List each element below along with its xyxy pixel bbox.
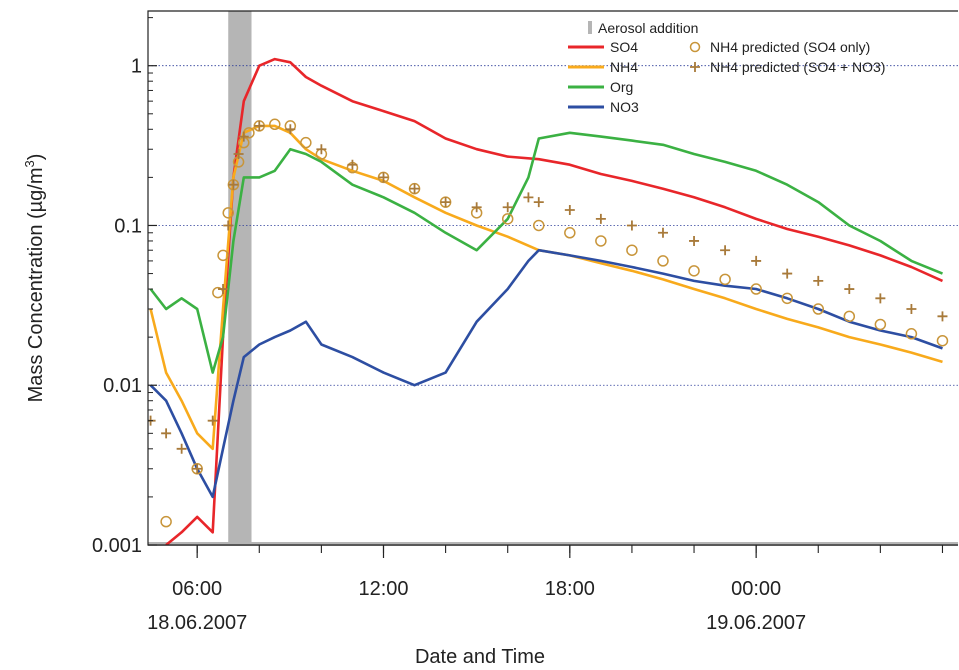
point-nh4-predicted-so4-only <box>843 310 856 323</box>
y-tick-label: 0.01 <box>103 375 142 397</box>
point-nh4-predicted-so4-only <box>936 334 949 347</box>
point-nh4-predicted-so4-no3 <box>564 204 575 215</box>
point-nh4-predicted-so4-no3 <box>316 144 327 155</box>
legend-swatch-nh4-predicted-so4-no3 <box>690 62 700 72</box>
point-nh4-predicted-so4-only <box>626 244 638 256</box>
point-nh4-predicted-so4-no3 <box>875 293 886 304</box>
point-nh4-predicted-so4-no3 <box>440 197 451 208</box>
point-nh4-predicted-so4-only <box>269 118 281 131</box>
point-nh4-predicted-so4-no3 <box>844 284 855 295</box>
point-nh4-predicted-so4-only <box>501 213 514 225</box>
point-nh4-predicted-so4-only <box>217 249 229 262</box>
x-date-label: 18.06.2007 <box>147 612 247 634</box>
point-nh4-predicted-so4-no3 <box>657 227 668 238</box>
point-nh4-predicted-so4-no3 <box>523 192 534 203</box>
point-nh4-predicted-so4-only <box>300 136 312 149</box>
point-nh4-predicted-so4-no3 <box>906 304 917 315</box>
point-nh4-predicted-so4-no3 <box>228 179 239 190</box>
point-nh4-predicted-so4-no3 <box>233 149 244 160</box>
legend-label-aerosol-addition: Aerosol addition <box>598 20 698 36</box>
point-nh4-predicted-so4-no3 <box>378 172 389 183</box>
point-nh4-predicted-so4-no3 <box>813 275 824 286</box>
x-tick-label: 18:00 <box>545 578 595 600</box>
y-tick-label: 0.001 <box>92 535 142 557</box>
legend-swatch-aerosol-addition <box>588 21 592 34</box>
point-nh4-predicted-so4-only <box>595 235 607 247</box>
point-nh4-predicted-so4-no3 <box>751 255 762 266</box>
point-nh4-predicted-so4-no3 <box>161 428 172 439</box>
aerosol-addition-band <box>228 11 252 545</box>
point-nh4-predicted-so4-only <box>222 207 234 219</box>
point-nh4-predicted-so4-no3 <box>937 311 948 322</box>
point-nh4-predicted-so4-only <box>160 515 172 528</box>
point-nh4-predicted-so4-no3 <box>176 443 187 454</box>
legend: Aerosol addition SO4 NH4 Org NO3 NH4 predicte… <box>568 20 885 115</box>
point-nh4-predicted-so4-no3 <box>720 245 731 256</box>
point-nh4-predicted-so4-no3 <box>254 120 265 131</box>
legend-label-so4: SO4 <box>610 39 638 55</box>
point-nh4-predicted-so4-only <box>533 219 545 232</box>
point-nh4-predicted-so4-no3 <box>409 183 420 194</box>
point-nh4-predicted-so4-no3 <box>285 124 296 135</box>
legend-swatch-nh4-predicted-so4-only <box>689 41 701 53</box>
x-axis-label: Date and Time <box>415 646 545 668</box>
x-tick-label: 06:00 <box>172 578 222 600</box>
legend-label-nh4-predicted-so4-only: NH4 predicted (SO4 only) <box>710 39 870 55</box>
point-nh4-predicted-so4-only <box>781 292 793 305</box>
point-nh4-predicted-so4-no3 <box>207 415 218 426</box>
point-nh4-predicted-so4-no3 <box>347 159 358 170</box>
legend-label-no3: NO3 <box>610 99 639 115</box>
point-nh4-predicted-so4-only <box>750 283 762 295</box>
y-tick-label: 0.1 <box>114 215 142 237</box>
series-nh4-line <box>149 124 943 451</box>
y-axis-label: Mass Concentration (µg/m3) <box>22 154 47 403</box>
point-nh4-predicted-so4-no3 <box>626 220 637 231</box>
point-nh4-predicted-so4-no3 <box>595 213 606 224</box>
series-layer <box>148 57 949 545</box>
legend-label-nh4: NH4 <box>610 59 638 75</box>
point-nh4-predicted-so4-no3 <box>782 268 793 279</box>
point-nh4-predicted-so4-only <box>719 273 731 286</box>
point-nh4-predicted-so4-only <box>564 227 576 239</box>
point-nh4-predicted-so4-no3 <box>533 197 544 208</box>
point-nh4-predicted-so4-no3 <box>471 202 482 213</box>
series-no3-line <box>149 248 943 499</box>
point-nh4-predicted-so4-only <box>905 328 918 340</box>
point-nh4-predicted-so4-only <box>812 303 825 315</box>
aerosol-baseline-bar <box>148 542 958 546</box>
x-date-label: 19.06.2007 <box>706 612 806 634</box>
point-nh4-predicted-so4-only <box>688 265 700 277</box>
point-nh4-predicted-so4-no3 <box>238 131 249 142</box>
point-nh4-predicted-so4-no3 <box>218 284 229 295</box>
aerosol-addition-layer <box>148 11 958 546</box>
x-tick-label: 00:00 <box>731 578 781 600</box>
axes-frame <box>147 10 958 546</box>
point-nh4-predicted-so4-no3 <box>689 235 700 246</box>
y-tick-label: 1 <box>131 56 142 78</box>
legend-label-nh4-predicted-so4-no3: NH4 predicted (SO4 + NO3) <box>710 59 885 75</box>
point-nh4-predicted-so4-no3 <box>502 202 513 213</box>
point-nh4-predicted-so4-no3 <box>192 463 203 474</box>
point-nh4-predicted-so4-only <box>657 255 669 267</box>
point-nh4-predicted-so4-only <box>874 318 887 331</box>
series-org-line <box>149 131 943 374</box>
legend-label-org: Org <box>610 79 633 95</box>
x-tick-label: 12:00 <box>358 578 408 600</box>
axes-layer: 1 0.1 0.01 0.001 06:00 18.06.2007 12:00 18:00 00… <box>92 10 958 634</box>
point-nh4-predicted-so4-no3 <box>223 220 234 231</box>
